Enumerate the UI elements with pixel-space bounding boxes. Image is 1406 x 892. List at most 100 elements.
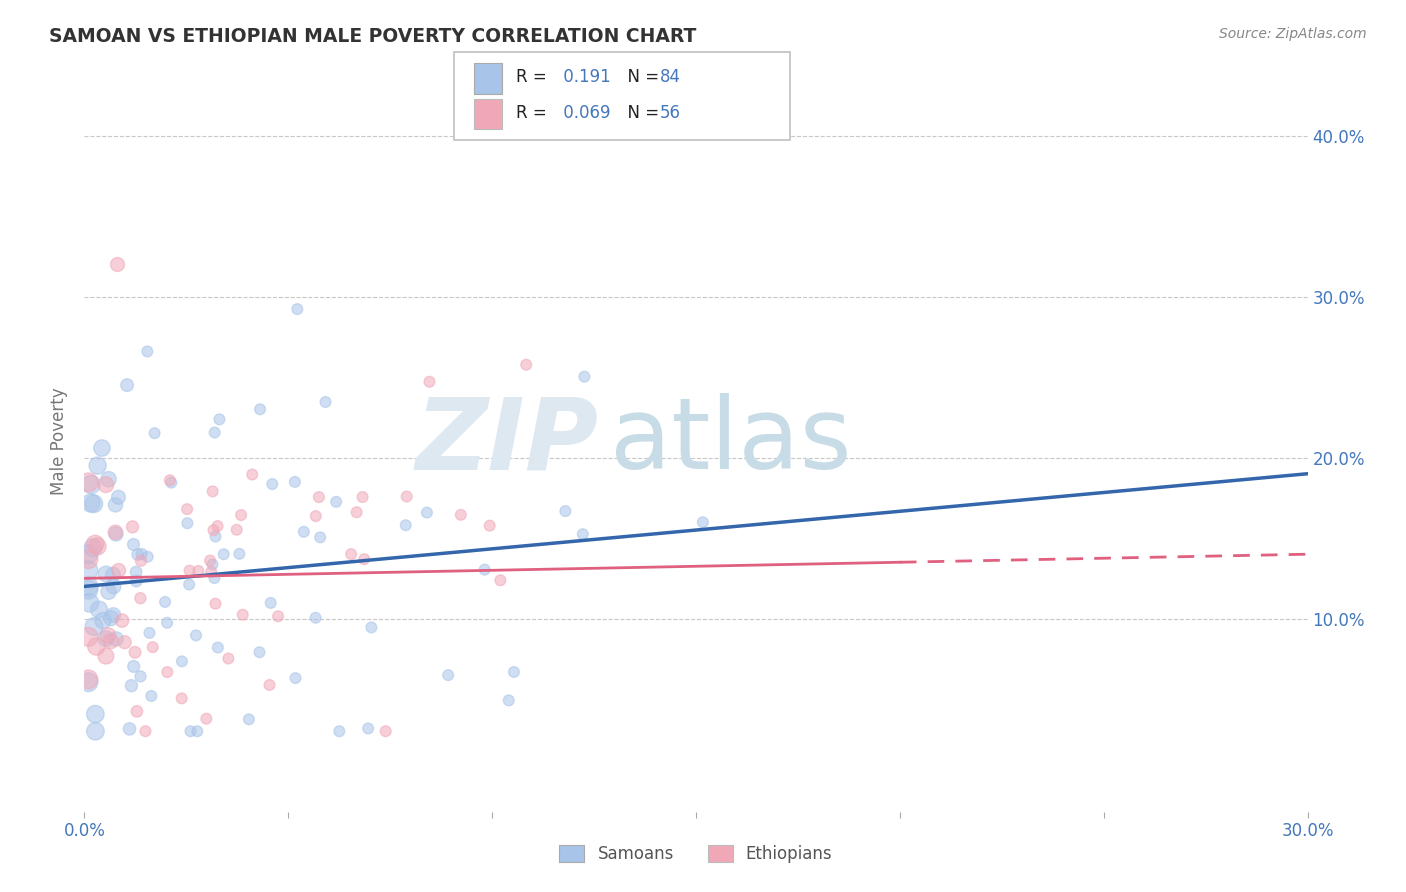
Point	[84, 537, 107, 551]
Point	[79, 596, 101, 610]
Point	[228, 547, 250, 561]
Text: 0.191: 0.191	[558, 68, 612, 86]
Point	[121, 520, 143, 534]
Point	[118, 722, 141, 736]
Point	[304, 611, 326, 625]
Point	[87, 602, 110, 616]
Point	[186, 724, 208, 739]
Point	[142, 640, 165, 655]
Point	[478, 518, 501, 533]
Point	[131, 547, 153, 561]
Point	[115, 378, 138, 392]
Point	[179, 577, 201, 591]
Point	[176, 502, 198, 516]
Point	[374, 724, 396, 739]
Point	[136, 549, 159, 564]
Point	[260, 596, 283, 610]
Point	[212, 547, 235, 561]
Point	[77, 579, 100, 593]
Point	[170, 654, 193, 668]
Point	[80, 477, 103, 491]
Point	[134, 724, 156, 739]
Point	[231, 508, 253, 522]
Point	[111, 614, 134, 628]
Point	[97, 629, 120, 643]
Point	[84, 707, 107, 722]
Legend: Samoans, Ethiopians: Samoans, Ethiopians	[553, 838, 839, 870]
Point	[238, 712, 260, 726]
Text: 84: 84	[659, 68, 681, 86]
Point	[107, 258, 129, 272]
Point	[305, 509, 328, 524]
Text: 56: 56	[659, 104, 681, 122]
Point	[107, 490, 129, 504]
Point	[395, 490, 418, 504]
Point	[156, 665, 179, 679]
Point	[395, 518, 418, 533]
Point	[267, 609, 290, 624]
Point	[122, 659, 145, 673]
Text: ZIP: ZIP	[415, 393, 598, 490]
Point	[77, 552, 100, 566]
Text: atlas: atlas	[610, 393, 852, 490]
Point	[129, 669, 152, 683]
Point	[103, 607, 125, 622]
Point	[292, 524, 315, 539]
Point	[143, 426, 166, 441]
Text: R =: R =	[516, 104, 553, 122]
Point	[315, 395, 337, 409]
Point	[204, 529, 226, 543]
Point	[114, 635, 136, 649]
Point	[498, 693, 520, 707]
Point	[84, 724, 107, 739]
Point	[104, 525, 127, 540]
Point	[207, 519, 229, 533]
Point	[308, 490, 330, 504]
Point	[554, 504, 576, 518]
Point	[104, 498, 127, 512]
Point	[105, 632, 128, 646]
Point	[198, 553, 221, 567]
Point	[159, 473, 181, 487]
Point	[284, 475, 307, 489]
Point	[77, 475, 100, 490]
Point	[97, 584, 120, 599]
Point	[125, 565, 148, 579]
Point	[125, 705, 148, 719]
Point	[360, 620, 382, 634]
Point	[125, 574, 148, 588]
Point	[217, 651, 239, 665]
Point	[101, 567, 124, 582]
Point	[129, 591, 152, 606]
Point	[80, 496, 103, 510]
Point	[136, 344, 159, 359]
Point	[201, 558, 224, 572]
Point	[489, 574, 512, 588]
Point	[450, 508, 472, 522]
Point	[437, 668, 460, 682]
Point	[503, 665, 526, 679]
Point	[346, 505, 368, 519]
Point	[77, 563, 100, 577]
Point	[77, 582, 100, 597]
Point	[94, 632, 117, 646]
Point	[515, 358, 537, 372]
Point	[692, 515, 714, 529]
Text: SAMOAN VS ETHIOPIAN MALE POVERTY CORRELATION CHART: SAMOAN VS ETHIOPIAN MALE POVERTY CORRELA…	[49, 27, 696, 45]
Point	[202, 523, 225, 537]
Point	[187, 564, 209, 578]
Point	[284, 671, 307, 685]
Point	[309, 530, 332, 544]
Point	[107, 563, 129, 577]
Point	[94, 649, 117, 664]
Point	[180, 724, 202, 739]
Point	[77, 547, 100, 561]
Point	[77, 675, 100, 690]
Point	[201, 484, 224, 499]
Point	[259, 678, 281, 692]
Point	[176, 516, 198, 531]
Text: N =: N =	[617, 104, 665, 122]
Point	[340, 547, 363, 561]
Point	[122, 537, 145, 551]
Text: N =: N =	[617, 68, 665, 86]
